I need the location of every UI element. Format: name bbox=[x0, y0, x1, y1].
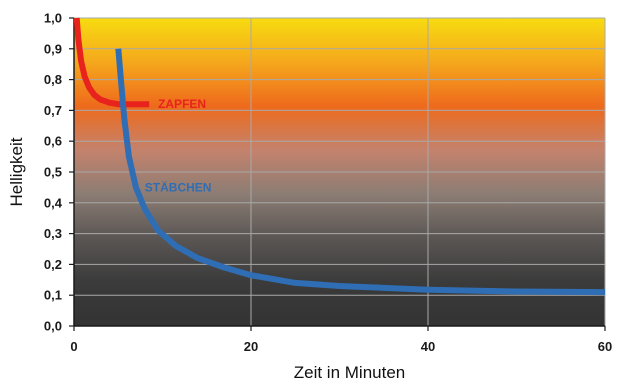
y-tick-label: 0,3 bbox=[44, 226, 62, 241]
series-group: ZAPFEN STÄBCHEN bbox=[73, 17, 606, 296]
y-tick-label: 0,7 bbox=[44, 103, 62, 118]
x-axis-title: Zeit in Minuten bbox=[294, 363, 406, 382]
tick-labels: 0,0 0,1 0,2 0,3 0,4 0,5 0,6 0,7 0,8 0,9 1,0 0 20 40 60 bbox=[44, 11, 612, 355]
y-axis-title: Helligkeit bbox=[7, 137, 26, 206]
y-tick-label: 0,9 bbox=[44, 41, 62, 56]
x-tick-label: 60 bbox=[598, 339, 612, 354]
axes bbox=[69, 17, 606, 331]
series-line-stbchen bbox=[115, 48, 606, 296]
x-tick-label: 40 bbox=[421, 339, 435, 354]
x-tick-label: 20 bbox=[244, 339, 258, 354]
y-tick-label: 1,0 bbox=[44, 11, 62, 26]
series-label: STÄBCHEN bbox=[145, 179, 212, 194]
series-label: ZAPFEN bbox=[158, 97, 206, 111]
y-tick-label: 0,2 bbox=[44, 257, 62, 272]
y-tick-label: 0,6 bbox=[44, 134, 62, 149]
y-tick-label: 0,1 bbox=[44, 288, 62, 303]
y-tick-label: 0,5 bbox=[44, 165, 62, 180]
y-tick-label: 0,4 bbox=[44, 195, 63, 210]
grid-lines bbox=[73, 17, 606, 327]
y-tick-label: 0,8 bbox=[44, 72, 62, 87]
y-tick-label: 0,0 bbox=[44, 319, 62, 334]
x-tick-label: 0 bbox=[70, 339, 77, 354]
